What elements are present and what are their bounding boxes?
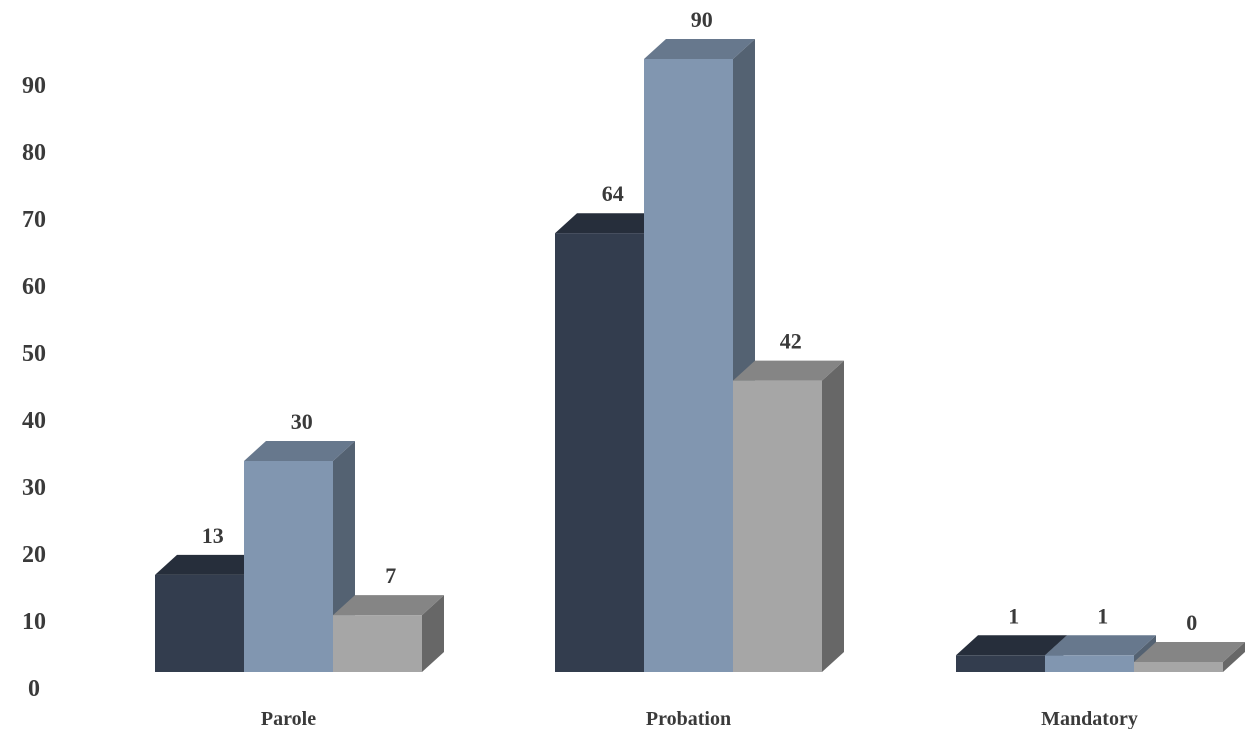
bar bbox=[1134, 662, 1223, 672]
x-category-label: Probation bbox=[646, 708, 731, 729]
data-label: 64 bbox=[602, 181, 624, 206]
data-label: 7 bbox=[385, 563, 396, 588]
bar-top bbox=[555, 213, 666, 234]
bar-top bbox=[244, 441, 355, 461]
y-tick-label: 0 bbox=[28, 676, 40, 702]
y-tick-label: 80 bbox=[22, 140, 46, 166]
y-tick-label: 40 bbox=[22, 408, 46, 434]
x-category-label: Mandatory bbox=[1041, 708, 1138, 729]
bar-side bbox=[422, 595, 444, 672]
bar-top bbox=[1045, 635, 1156, 656]
y-tick-label: 90 bbox=[22, 73, 46, 99]
data-label: 90 bbox=[691, 7, 713, 32]
bar-top bbox=[1134, 642, 1245, 662]
x-category-label: Parole bbox=[261, 708, 316, 729]
bar bbox=[1045, 655, 1134, 672]
bar-side bbox=[1223, 642, 1245, 672]
y-tick-label: 60 bbox=[22, 274, 46, 300]
bar-top bbox=[733, 360, 844, 381]
data-label: 0 bbox=[1186, 610, 1197, 635]
y-tick-label: 10 bbox=[22, 609, 46, 635]
y-tick-label: 20 bbox=[22, 542, 46, 568]
bar bbox=[244, 461, 333, 672]
y-tick-label: 50 bbox=[22, 341, 46, 367]
y-tick-label: 30 bbox=[22, 475, 46, 501]
bar bbox=[956, 655, 1045, 672]
bar bbox=[333, 615, 422, 672]
bar bbox=[155, 574, 244, 672]
bar-top bbox=[644, 39, 755, 59]
bar-top bbox=[956, 635, 1067, 656]
bar-side bbox=[822, 360, 844, 672]
y-tick-label: 70 bbox=[22, 207, 46, 233]
data-label: 13 bbox=[202, 523, 224, 548]
data-label: 30 bbox=[291, 409, 313, 434]
data-label: 42 bbox=[780, 329, 802, 354]
bar bbox=[733, 380, 822, 672]
data-label: 1 bbox=[1008, 603, 1019, 628]
bar bbox=[555, 233, 644, 672]
bar-top bbox=[155, 554, 266, 575]
data-label: 1 bbox=[1097, 603, 1108, 628]
bar bbox=[644, 59, 733, 672]
bar-top bbox=[333, 595, 444, 616]
